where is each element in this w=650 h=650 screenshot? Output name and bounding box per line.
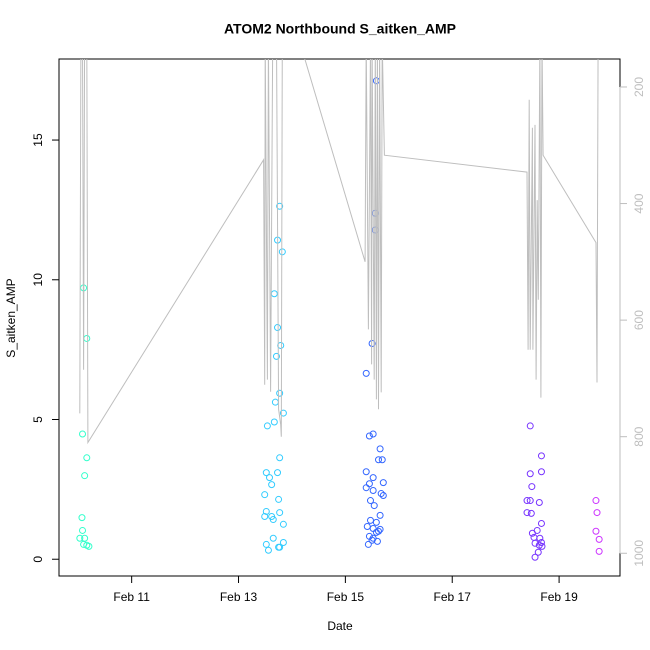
point: [527, 509, 535, 517]
point: [369, 430, 377, 438]
y-tick-label: 5: [31, 416, 45, 423]
y-tick-label: 0: [31, 556, 45, 563]
x-axis-label: Date: [327, 619, 353, 633]
point: [274, 324, 282, 332]
y-tick-label: 15: [31, 133, 45, 147]
point: [79, 430, 87, 438]
y2-tick-label: 800: [632, 426, 646, 446]
point: [76, 534, 84, 542]
point: [379, 479, 387, 487]
point: [263, 422, 271, 430]
x-tick-label: Feb 11: [113, 590, 150, 604]
point: [270, 418, 278, 426]
y-tick-label: 10: [31, 273, 45, 287]
point: [279, 409, 287, 417]
point: [268, 481, 276, 489]
point: [276, 509, 284, 517]
point: [595, 547, 603, 555]
point: [526, 497, 534, 505]
point: [261, 491, 269, 499]
chart-title: ATOM2 Northbound S_aitken_AMP: [224, 21, 456, 37]
point: [366, 497, 374, 505]
point: [78, 514, 86, 522]
point: [276, 202, 284, 210]
x-tick-label: Feb 17: [434, 590, 472, 604]
point: [81, 472, 89, 480]
point: [279, 520, 287, 528]
point: [279, 538, 287, 546]
point: [362, 369, 370, 377]
point: [370, 502, 378, 510]
point: [535, 499, 543, 507]
point: [526, 422, 534, 430]
point: [531, 539, 539, 547]
point: [372, 518, 380, 526]
point: [269, 516, 277, 524]
point: [593, 509, 601, 517]
point: [262, 540, 270, 548]
point: [275, 543, 283, 551]
point: [274, 469, 282, 477]
point: [369, 474, 377, 482]
point: [534, 548, 542, 556]
point: [523, 509, 531, 517]
x-tick-label: Feb 13: [220, 590, 258, 604]
point: [376, 445, 384, 453]
point: [264, 546, 272, 554]
point: [528, 483, 536, 491]
point: [79, 526, 87, 534]
point: [277, 341, 285, 349]
point: [537, 452, 545, 460]
point: [531, 553, 539, 561]
point: [261, 512, 269, 520]
point: [83, 454, 91, 462]
point: [592, 527, 600, 535]
point: [364, 540, 372, 548]
point: [276, 454, 284, 462]
point: [85, 542, 93, 550]
point: [278, 248, 286, 256]
point: [262, 469, 270, 477]
point: [266, 474, 274, 482]
y2-tick-label: 600: [632, 310, 646, 330]
y2-tick-label: 400: [632, 193, 646, 213]
point: [275, 495, 283, 503]
y2-tick-label: 200: [632, 77, 646, 97]
y2-tick-label: 1000: [632, 540, 646, 567]
point: [365, 432, 373, 440]
point: [536, 534, 544, 542]
point: [375, 456, 383, 464]
point: [369, 486, 377, 494]
point: [276, 389, 284, 397]
point: [369, 534, 377, 542]
point: [372, 528, 380, 536]
point: [533, 526, 541, 534]
point: [537, 468, 545, 476]
point: [377, 490, 385, 498]
point: [378, 456, 386, 464]
point: [269, 534, 277, 542]
plot-area: [76, 59, 603, 561]
point: [376, 511, 384, 519]
point: [523, 497, 531, 505]
point: [537, 519, 545, 527]
point: [262, 507, 270, 515]
point: [592, 497, 600, 505]
point: [538, 542, 546, 550]
point: [379, 492, 387, 500]
point: [272, 352, 280, 360]
x-tick-label: Feb 19: [540, 590, 578, 604]
x-tick-label: Feb 15: [327, 590, 365, 604]
point: [362, 484, 370, 492]
y-axis-label: S_aitken_AMP: [4, 278, 18, 357]
line-series: [79, 59, 599, 445]
point: [362, 468, 370, 476]
point: [526, 470, 534, 478]
point: [595, 535, 603, 543]
